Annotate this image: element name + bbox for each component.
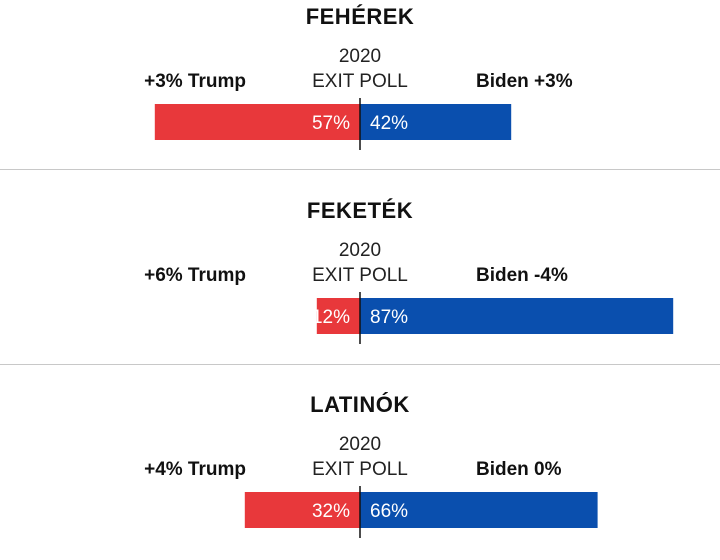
panel-feketek: FEKETÉK 2020 EXIT POLL +6% Trump Biden -… <box>0 196 720 366</box>
bar-trump <box>244 492 360 528</box>
bar-chart-feketek: 12% 87% <box>312 292 674 344</box>
bar-trump <box>154 104 360 140</box>
panel-feherek: FEHÉREK 2020 EXIT POLL +3% Trump Biden +… <box>0 2 720 172</box>
biden-shift-label: Biden 0% <box>476 459 562 480</box>
bar-label-trump: 12% <box>312 307 350 328</box>
bar-label-biden: 42% <box>370 113 408 134</box>
divider <box>0 169 720 170</box>
trump-shift-label: +6% Trump <box>144 265 246 286</box>
biden-shift-label: Biden +3% <box>476 71 573 92</box>
bar-chart-latinok: 32% 66% <box>244 486 598 538</box>
panel-title: FEHÉREK <box>305 4 415 29</box>
bar-label-trump: 32% <box>312 501 350 522</box>
bar-chart-feherek: 57% 42% <box>154 98 512 150</box>
bar-trump <box>316 298 360 334</box>
biden-shift-label: Biden -4% <box>476 265 568 286</box>
panel-title: LATINÓK <box>310 392 410 417</box>
trump-shift-label: +4% Trump <box>144 459 246 480</box>
bar-label-biden: 87% <box>370 307 408 328</box>
exit-poll-label: EXIT POLL <box>312 71 408 92</box>
year-label: 2020 <box>338 46 382 67</box>
exit-poll-label: EXIT POLL <box>312 265 408 286</box>
year-label: 2020 <box>338 434 382 455</box>
panel-latinok: LATINÓK 2020 EXIT POLL +4% Trump Biden 0… <box>0 390 720 560</box>
year-label: 2020 <box>338 240 382 261</box>
divider <box>0 364 720 365</box>
bar-biden <box>360 492 598 528</box>
exit-poll-label: EXIT POLL <box>312 459 408 480</box>
trump-shift-label: +3% Trump <box>144 71 246 92</box>
panel-title: FEKETÉK <box>306 198 414 223</box>
bar-biden <box>360 104 512 140</box>
bar-label-biden: 66% <box>370 501 408 522</box>
bar-label-trump: 57% <box>312 113 350 134</box>
bar-biden <box>360 298 674 334</box>
